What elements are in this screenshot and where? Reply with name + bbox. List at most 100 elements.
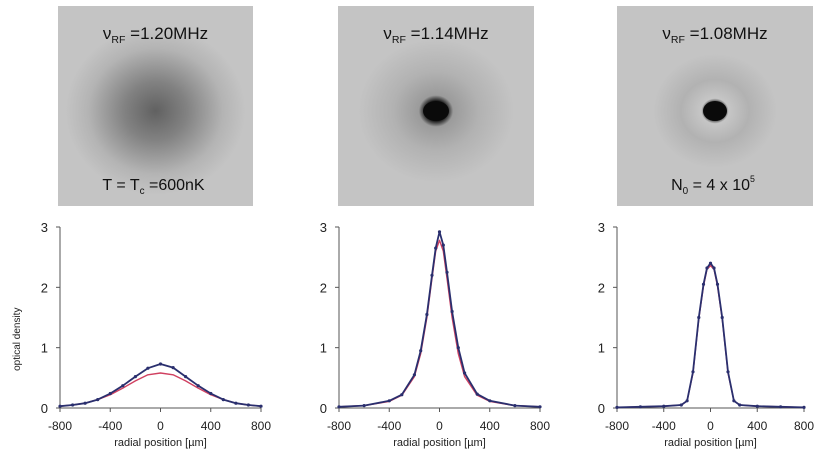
panel-1: νRF =1.20MHz T = Tc =600nK 0 1 2 3 -800 -400 0 40… [12,6,271,449]
data-curve [59,363,262,408]
rf-frequency-label-rest: =1.08MHz [685,24,768,43]
rf-frequency-label: νRF =1.14MHz [383,24,488,46]
x-axis-label: radial position [µm] [114,437,207,449]
x-tick-label: 0 [707,419,714,433]
density-plot-3: 0 1 2 3 -800 -400 0 400 800 radial position [µm] [598,220,815,449]
data-point [158,362,163,366]
data-point [425,312,429,317]
data-point [705,266,709,270]
image-bottom-label-sub: 0 [683,186,689,197]
data-curve [616,262,805,409]
data-point [259,404,263,408]
x-tick-label: 800 [251,419,271,433]
data-point [121,384,125,388]
data-point [779,405,783,409]
x-axis-label: radial position [µm] [664,437,757,449]
y-tick-label: 3 [320,220,327,235]
x-tick-label: -800 [327,419,351,433]
data-point [441,243,445,247]
data-point [133,375,137,379]
data-point [171,366,175,370]
data-point [434,246,438,250]
y-tick-label: 1 [41,341,48,356]
data-point [691,370,695,374]
data-point [196,384,200,388]
x-axis-label: radial position [µm] [393,437,486,449]
rf-frequency-label-main: ν [383,24,392,43]
y-tick-label: 3 [41,220,48,235]
y-tick-label: 0 [598,401,605,416]
data-point [71,403,75,407]
data-point [146,366,150,370]
data-point [701,282,706,286]
rf-frequency-label-main: ν [103,24,112,43]
image-bottom-label: N0 = 4 x 105 [671,174,755,197]
x-tick-label: -800 [605,419,629,433]
data-point [337,405,341,409]
data-point [209,391,213,396]
rf-frequency-label-main: ν [662,24,671,43]
x-tick-label: 800 [530,419,550,433]
image-bottom-label: T = Tc =600nK [102,177,205,197]
fit-curve [338,239,541,408]
rf-frequency-label-sub: RF [392,34,407,46]
data-curve [338,230,541,408]
data-point [387,399,391,403]
x-tick-label: 400 [480,419,500,433]
x-tick-label: -800 [48,419,72,433]
x-tick-label: -400 [98,419,122,433]
rf-frequency-label-sub: RF [671,34,686,46]
data-point [715,282,720,286]
rf-frequency-label: νRF =1.20MHz [103,24,208,46]
y-tick-label: 2 [41,280,48,295]
x-tick-label: 800 [794,419,814,433]
data-point [513,404,517,408]
data-point [538,405,542,409]
data-point [712,266,716,270]
fit-curve [616,264,805,409]
data-point [732,399,736,403]
y-tick-label: 1 [598,341,605,356]
image-bottom-label-rest: =600nK [145,177,205,194]
data-point [83,401,87,405]
y-tick-label: 0 [320,401,327,416]
y-axis-label: optical density [12,308,23,371]
rf-frequency-label-sub: RF [111,34,126,46]
data-point [58,404,62,408]
data-point [450,309,454,314]
data-point [738,403,742,407]
cloud [65,27,246,195]
data-point [488,399,492,403]
data-point [362,404,366,408]
image-bottom-label-main: N [671,177,683,194]
density-plot-1: 0 1 2 3 -800 -400 0 400 800 radial position [µm] o… [12,220,271,449]
x-tick-label: -400 [377,419,401,433]
absorption-image-1: νRF =1.20MHz T = Tc =600nK [58,6,253,206]
rf-frequency-label: νRF =1.08MHz [662,24,767,46]
data-point [419,349,423,353]
data-point [412,373,416,377]
x-tick-label: 400 [747,419,767,433]
x-tick-label: 400 [201,419,221,433]
data-point [708,261,713,265]
condensate-core [703,101,727,121]
x-tick-label: -400 [652,419,676,433]
data-point [475,392,479,396]
y-tick-label: 3 [598,220,605,235]
condensate-core [423,101,449,121]
image-bottom-label-sub: c [140,186,145,197]
data-point [463,371,467,375]
y-tick-label: 2 [320,280,327,295]
data-point [802,405,806,409]
data-point [726,370,730,374]
rf-frequency-label-rest: =1.20MHz [125,24,208,43]
y-tick-label: 1 [320,341,327,356]
data-point [638,405,643,409]
image-bottom-label-main: T = T [102,177,139,194]
data-point [430,273,434,277]
absorption-image-2: νRF =1.14MHz [338,6,534,206]
data-point [96,398,100,402]
y-tick-label: 0 [41,401,48,416]
image-bottom-label-sup: 5 [750,174,755,184]
data-point [108,391,112,396]
